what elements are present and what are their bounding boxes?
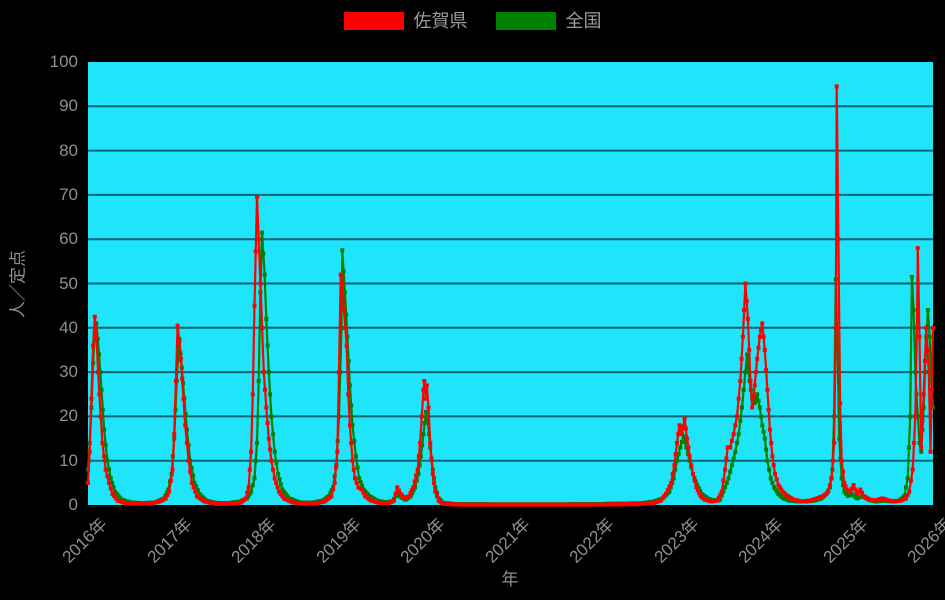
chart-legend: 佐賀県 全国 <box>0 12 945 30</box>
y-tick-label-30: 30 <box>59 362 78 382</box>
y-tick-label-90: 90 <box>59 96 78 116</box>
national-series-swatch <box>495 12 556 30</box>
legend-item-saga: 佐賀県 <box>343 11 468 31</box>
y-tick-label-10: 10 <box>59 450 78 470</box>
legend-item-national: 全国 <box>495 11 602 31</box>
y-axis-title: 人／定点 <box>8 250 28 318</box>
y-tick-label-40: 40 <box>59 317 78 337</box>
series-markers <box>86 84 935 507</box>
saga-series-swatch <box>343 12 404 30</box>
y-tick-label-70: 70 <box>59 184 78 204</box>
national-series-label: 全国 <box>565 11 602 31</box>
y-tick-label-50: 50 <box>59 273 78 293</box>
y-tick-label-80: 80 <box>59 140 78 160</box>
y-tick-label-0: 0 <box>68 495 78 514</box>
x-axis-title: 年 <box>501 570 519 589</box>
y-tick-label-100: 100 <box>49 52 78 71</box>
saga-series-label: 佐賀県 <box>413 11 468 31</box>
y-tick-label-60: 60 <box>59 229 78 249</box>
y-tick-label-20: 20 <box>59 406 78 426</box>
